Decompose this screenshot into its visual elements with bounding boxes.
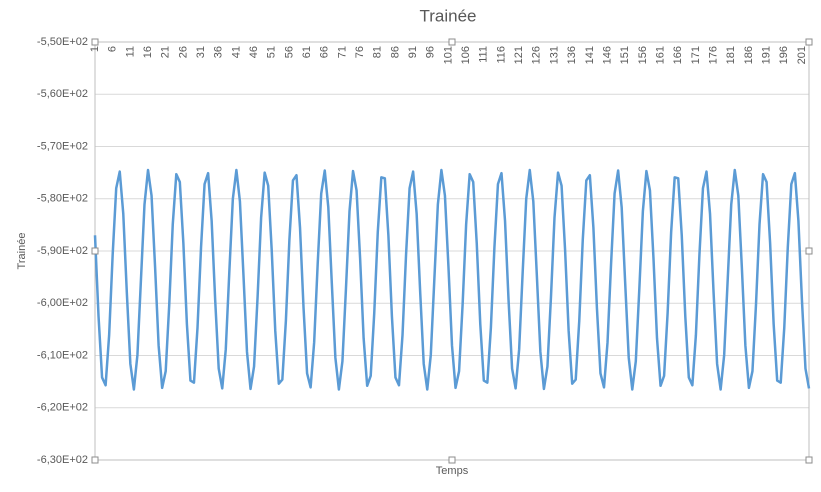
y-tick-label: -5,60E+02 bbox=[37, 88, 88, 100]
x-tick-label: 116 bbox=[495, 46, 507, 64]
x-tick-label: 176 bbox=[707, 46, 719, 64]
y-tick-label: -5,90E+02 bbox=[37, 245, 88, 257]
x-tick-label: 96 bbox=[425, 46, 437, 58]
x-tick-label: 191 bbox=[760, 46, 772, 64]
x-tick-label: 46 bbox=[248, 46, 260, 58]
y-tick-label: -6,20E+02 bbox=[37, 402, 88, 414]
y-axis-title: Trainée bbox=[16, 233, 28, 270]
x-tick-label: 86 bbox=[389, 46, 401, 58]
x-tick-label: 51 bbox=[266, 46, 278, 58]
x-tick-label: 61 bbox=[301, 46, 313, 58]
x-tick-label: 181 bbox=[725, 46, 737, 64]
chart-title: Trainée bbox=[419, 6, 476, 25]
x-tick-label: 26 bbox=[177, 46, 189, 58]
x-tick-label: 21 bbox=[160, 46, 172, 58]
x-tick-label: 156 bbox=[637, 46, 649, 64]
handle bbox=[91, 38, 99, 46]
y-tick-label: -5,70E+02 bbox=[37, 140, 88, 152]
x-tick-label: 91 bbox=[407, 46, 419, 58]
x-axis-title: Temps bbox=[436, 465, 469, 477]
x-tick-label: 106 bbox=[460, 46, 472, 64]
x-tick-label: 196 bbox=[778, 46, 790, 64]
marks bbox=[93, 168, 811, 391]
x-tick-label: 126 bbox=[531, 46, 543, 64]
x-tick-label: 31 bbox=[195, 46, 207, 58]
x-tick-label: 36 bbox=[213, 46, 225, 58]
x-tick-label: 141 bbox=[584, 46, 596, 64]
x-tick-label: 16 bbox=[142, 46, 154, 58]
x-tick-label: 6 bbox=[107, 46, 119, 52]
y-tick-label: -6,10E+02 bbox=[37, 349, 88, 361]
x-tick-label: 171 bbox=[690, 46, 702, 64]
selection-handles bbox=[91, 38, 813, 464]
handle bbox=[805, 247, 813, 255]
x-tick-label: 81 bbox=[372, 46, 384, 58]
x-tick-label: 151 bbox=[619, 46, 631, 64]
x-tick-label: 76 bbox=[354, 46, 366, 58]
x-tick-label: 146 bbox=[601, 46, 613, 64]
series-line bbox=[93, 168, 811, 391]
handle bbox=[805, 38, 813, 46]
y-tick-label: -6,30E+02 bbox=[37, 454, 88, 466]
x-tick-label: 56 bbox=[283, 46, 295, 58]
x-tick-label: 166 bbox=[672, 46, 684, 64]
handle bbox=[91, 456, 99, 464]
x-tick-label: 101 bbox=[442, 46, 454, 64]
x-tick-label: 11 bbox=[124, 46, 136, 57]
handle bbox=[448, 456, 456, 464]
handle bbox=[805, 456, 813, 464]
y-tick-label: -6,00E+02 bbox=[37, 297, 88, 309]
x-tick-label: 71 bbox=[336, 46, 348, 58]
y-tick-label: -5,50E+02 bbox=[37, 36, 88, 48]
x-tick-label: 66 bbox=[319, 46, 331, 58]
handle bbox=[91, 247, 99, 255]
x-tick-label: 41 bbox=[230, 46, 242, 58]
x-tick-label: 186 bbox=[743, 46, 755, 64]
handle bbox=[448, 38, 456, 46]
y-tick-label: -5,80E+02 bbox=[37, 193, 88, 205]
x-tick-label: 1 bbox=[89, 46, 101, 52]
x-tick-label: 161 bbox=[654, 46, 666, 64]
x-tick-label: 136 bbox=[566, 46, 578, 64]
x-tick-label: 121 bbox=[513, 46, 525, 64]
x-tick-label: 201 bbox=[796, 46, 808, 64]
x-tick-label: 131 bbox=[548, 46, 560, 64]
x-tick-label: 111 bbox=[478, 46, 490, 63]
